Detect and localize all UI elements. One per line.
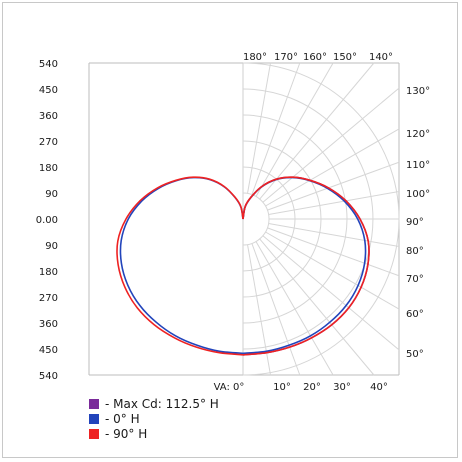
angle-grid-spoke	[255, 62, 334, 197]
right-angle-label: 80°	[406, 246, 424, 257]
top-angle-label: 160°	[303, 52, 327, 63]
y-tick-label: 90	[45, 241, 58, 252]
angle-grid-spoke	[265, 231, 400, 310]
legend-swatch	[89, 398, 99, 409]
legend-label: - Max Cd: 112.5° H	[105, 396, 219, 411]
legend-item-0h: - 0° H	[89, 411, 219, 426]
y-tick-label: 540	[39, 59, 58, 70]
angle-grid-spoke	[259, 238, 375, 376]
curves	[116, 176, 370, 356]
angle-grid-spoke	[251, 62, 301, 195]
angle-grid-spoke	[262, 235, 400, 351]
right-angle-label: 90°	[406, 217, 424, 228]
top-angle-label: 180°	[243, 52, 267, 63]
legend-label: - 90° H	[105, 426, 148, 441]
right-angle-label: 70°	[406, 274, 424, 285]
tick-labels: 540 450 360 270 180 90 0.00 90 180 270 360 450 540 18…	[36, 52, 430, 393]
right-angle-label: 100°	[406, 189, 430, 200]
y-tick-label: 180	[39, 163, 58, 174]
y-tick-label: 450	[39, 85, 58, 96]
grid	[88, 62, 400, 376]
legend-item-90h: - 90° H	[89, 426, 219, 441]
angle-grid-spoke	[262, 87, 400, 203]
bottom-angle-label: 20°	[303, 382, 321, 393]
y-tick-label: 180	[39, 267, 58, 278]
chart-frame: 540 450 360 270 180 90 0.00 90 180 270 360 450 540 18…	[2, 2, 458, 458]
series-curve-90h-right	[242, 176, 370, 356]
legend: - Max Cd: 112.5° H - 0° H - 90° H	[89, 396, 219, 441]
angle-grid-spoke	[268, 191, 400, 215]
series-curve-0h-right	[242, 176, 367, 355]
y-tick-label: 270	[39, 137, 58, 148]
angle-grid-spoke	[268, 223, 400, 247]
y-tick-label: 90	[45, 189, 58, 200]
angle-grid-spoke	[267, 161, 400, 211]
right-angle-label: 50°	[406, 349, 424, 360]
right-angle-label: 120°	[406, 129, 430, 140]
right-angle-label: 130°	[406, 86, 430, 97]
legend-swatch	[89, 413, 99, 424]
legend-swatch	[89, 428, 99, 439]
angle-grid-spoke	[247, 62, 271, 194]
right-angle-label: 60°	[406, 309, 424, 320]
bottom-angle-label: VA: 0°	[214, 382, 245, 393]
bottom-angle-label: 10°	[273, 382, 291, 393]
angle-grid-spoke	[259, 62, 375, 200]
angle-grid-spoke	[267, 227, 400, 277]
y-tick-label: 360	[39, 319, 58, 330]
bottom-angle-label: 40°	[370, 382, 388, 393]
top-angle-label: 150°	[333, 52, 357, 63]
legend-item-max-cd: - Max Cd: 112.5° H	[89, 396, 219, 411]
right-angle-label: 110°	[406, 160, 430, 171]
angle-grid-spoke	[265, 128, 400, 207]
y-tick-label: 0.00	[36, 215, 58, 226]
angle-grid-spoke	[255, 241, 334, 376]
y-tick-label: 360	[39, 111, 58, 122]
legend-label: - 0° H	[105, 411, 140, 426]
y-tick-label: 540	[39, 371, 58, 382]
angle-grid-spoke	[251, 243, 301, 376]
series-curve-0h-left	[119, 176, 244, 355]
y-tick-label: 450	[39, 345, 58, 356]
top-angle-label: 140°	[369, 52, 393, 63]
top-angle-label: 170°	[274, 52, 298, 63]
polar-chart: 540 450 360 270 180 90 0.00 90 180 270 360 450 540 18…	[36, 52, 430, 393]
y-tick-label: 270	[39, 293, 58, 304]
bottom-angle-label: 30°	[333, 382, 351, 393]
series-curve-90h-left	[116, 176, 244, 356]
